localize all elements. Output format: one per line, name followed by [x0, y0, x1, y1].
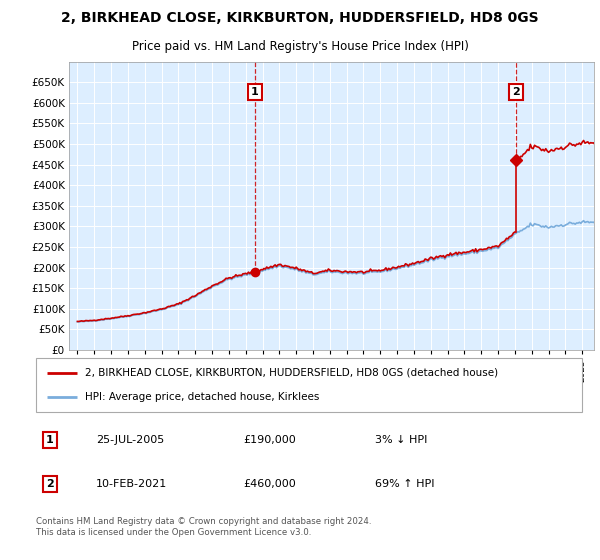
- Text: 1: 1: [251, 87, 259, 97]
- Text: 2, BIRKHEAD CLOSE, KIRKBURTON, HUDDERSFIELD, HD8 0GS: 2, BIRKHEAD CLOSE, KIRKBURTON, HUDDERSFI…: [61, 12, 539, 26]
- Text: 3% ↓ HPI: 3% ↓ HPI: [374, 435, 427, 445]
- Text: £190,000: £190,000: [244, 435, 296, 445]
- Text: 10-FEB-2021: 10-FEB-2021: [96, 479, 167, 489]
- Text: 69% ↑ HPI: 69% ↑ HPI: [374, 479, 434, 489]
- Text: 2, BIRKHEAD CLOSE, KIRKBURTON, HUDDERSFIELD, HD8 0GS (detached house): 2, BIRKHEAD CLOSE, KIRKBURTON, HUDDERSFI…: [85, 368, 498, 378]
- FancyBboxPatch shape: [36, 358, 582, 412]
- Text: 2: 2: [46, 479, 53, 489]
- Text: Price paid vs. HM Land Registry's House Price Index (HPI): Price paid vs. HM Land Registry's House …: [131, 40, 469, 53]
- Text: 25-JUL-2005: 25-JUL-2005: [96, 435, 164, 445]
- Text: 1: 1: [46, 435, 53, 445]
- Text: £460,000: £460,000: [244, 479, 296, 489]
- Text: HPI: Average price, detached house, Kirklees: HPI: Average price, detached house, Kirk…: [85, 392, 320, 402]
- Text: 2: 2: [512, 87, 520, 97]
- Text: Contains HM Land Registry data © Crown copyright and database right 2024.
This d: Contains HM Land Registry data © Crown c…: [36, 517, 371, 536]
